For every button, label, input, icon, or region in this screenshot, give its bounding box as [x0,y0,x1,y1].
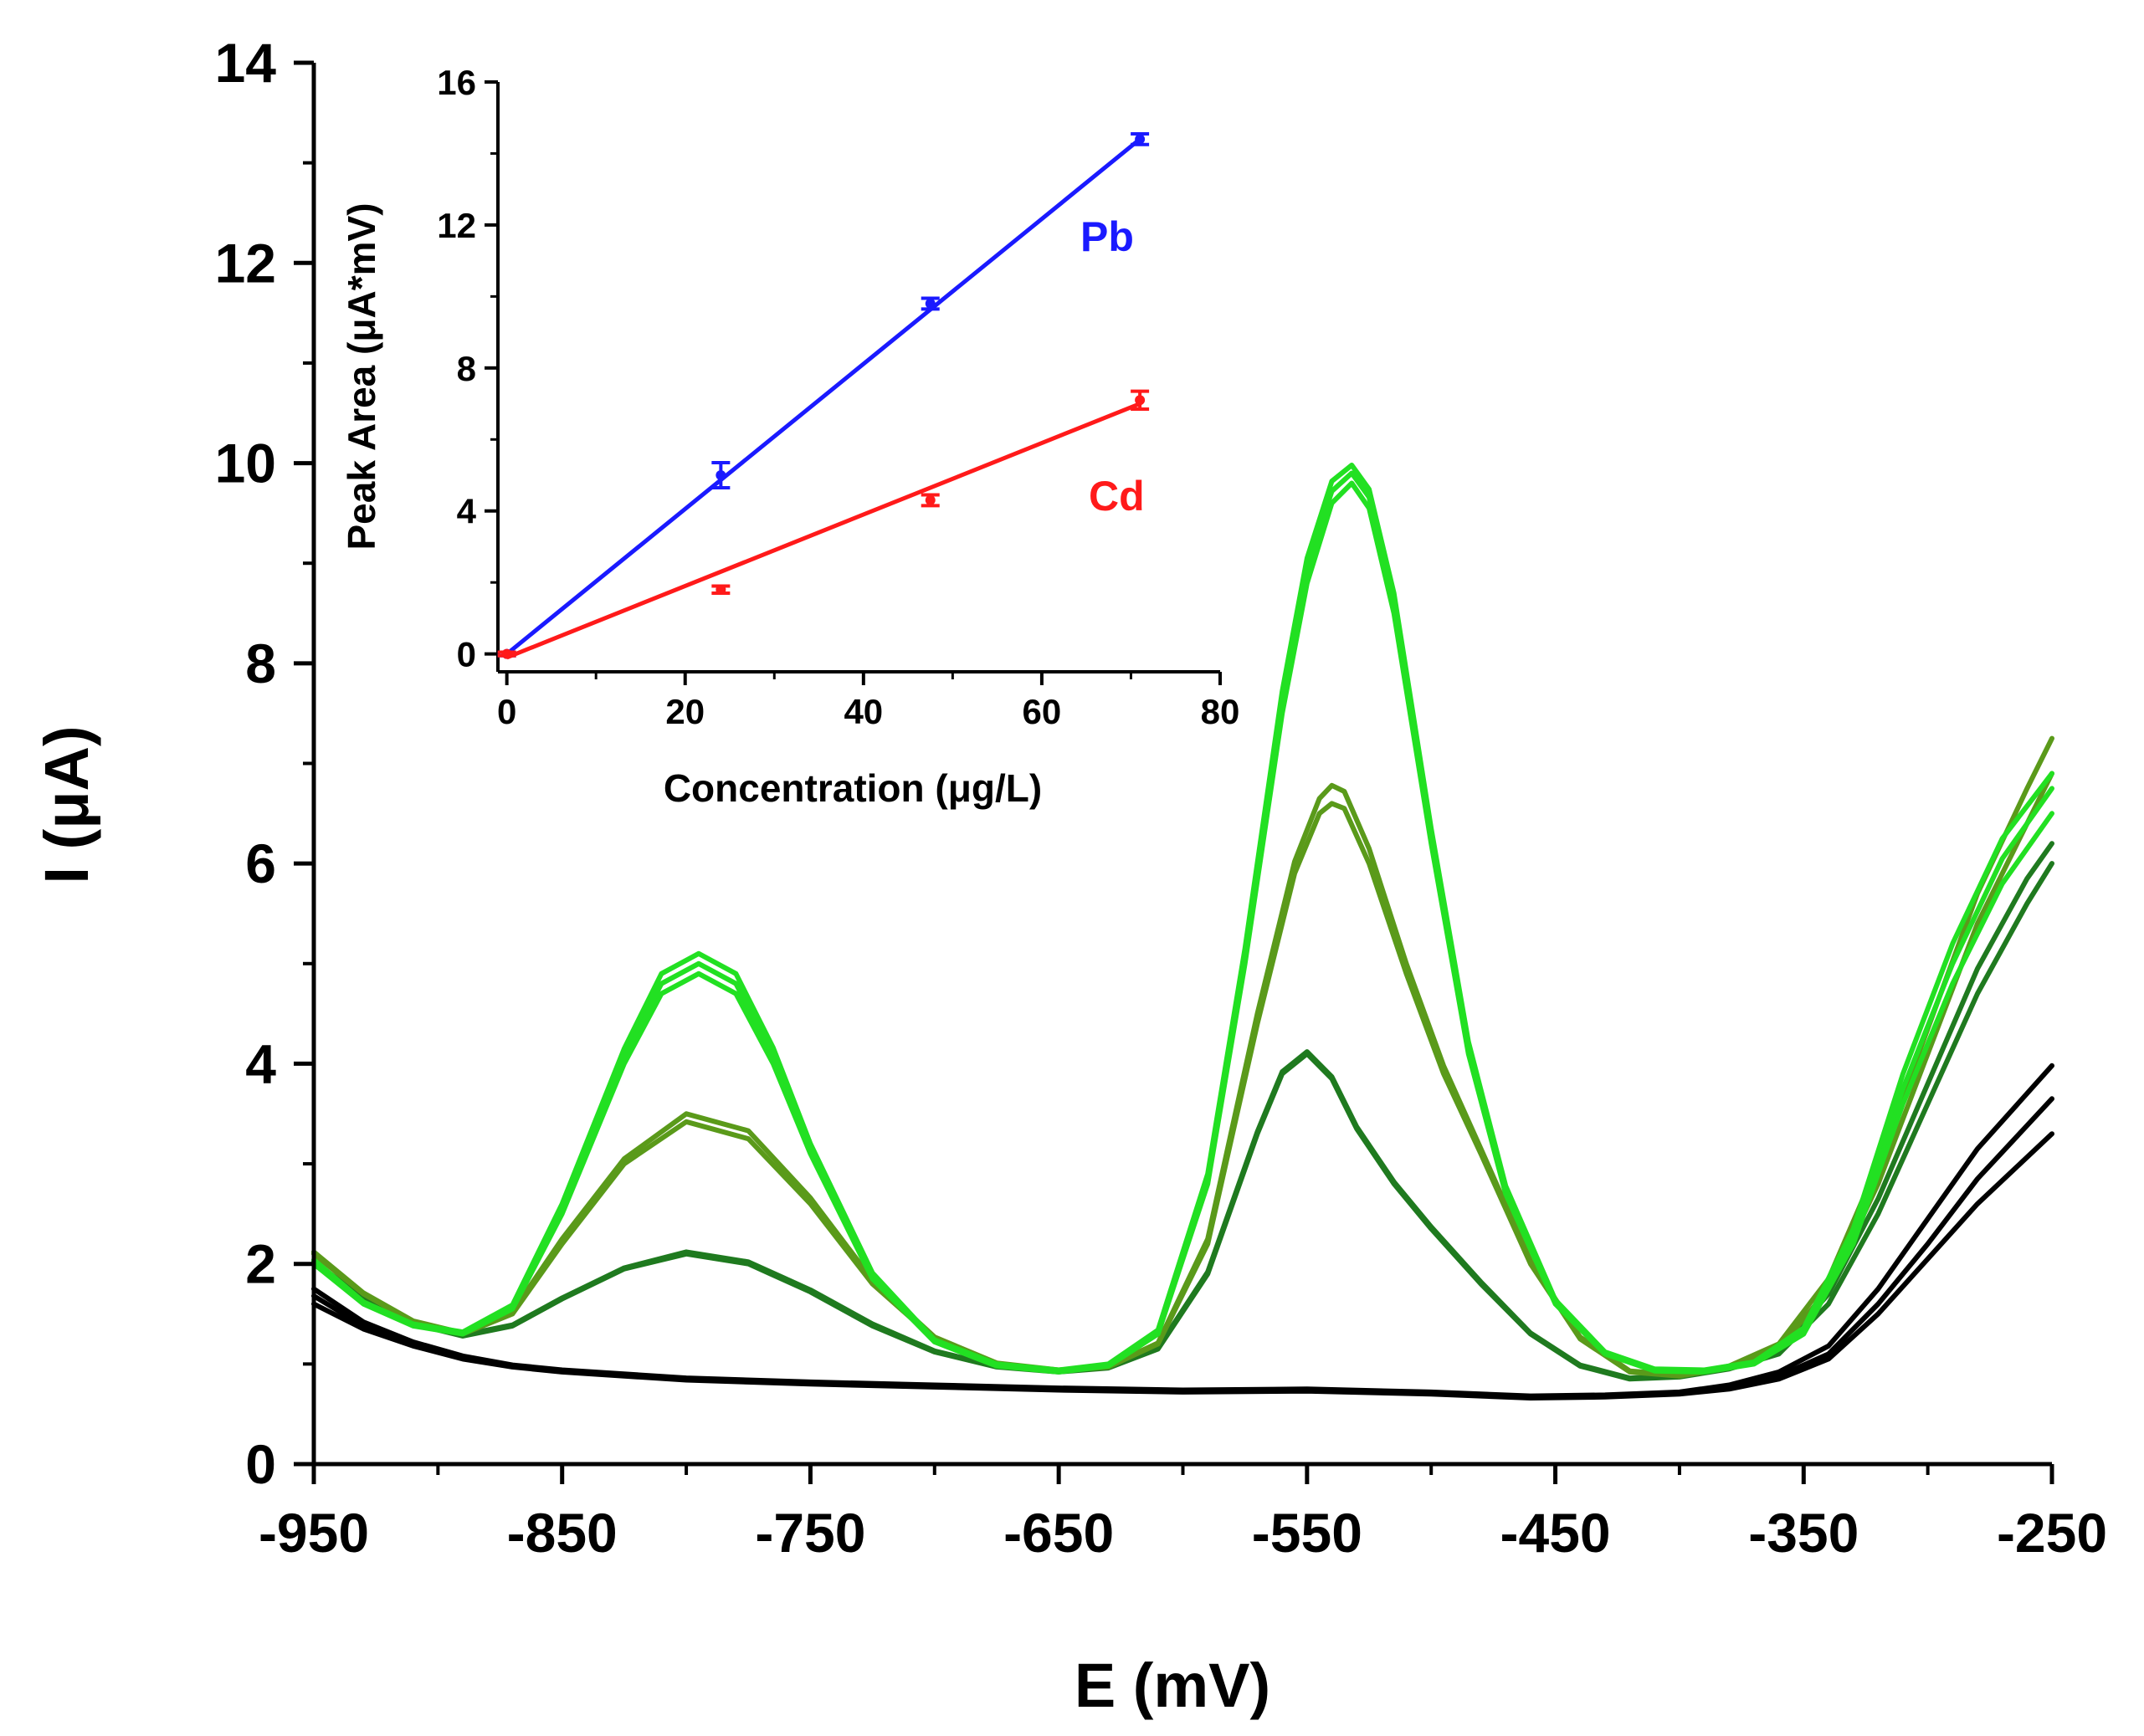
x-tick-label: -550 [1252,1502,1362,1564]
inset-calibration-plot: 0 20 40 60 80 0 4 8 12 16 Concentration (μg/L) Pe… [340,63,1239,810]
x-tick-label: -750 [755,1502,865,1564]
inset-y-tick-label: 4 [457,492,477,531]
x-tick-label: -350 [1748,1502,1859,1564]
pb-data-point [1135,134,1146,145]
cd-data-point [925,494,936,505]
inset-x-tick-label: 60 [1023,692,1062,731]
inset-marks [497,131,1150,660]
x-axis-title: E (mV) [1075,1651,1270,1720]
x-tick-label: -250 [1997,1502,2107,1564]
main-curves [311,463,2054,1401]
y-tick-label: 0 [245,1433,276,1495]
curve-level-3c [311,463,2054,1373]
x-tick-label: -450 [1500,1502,1611,1564]
y-tick-label: 10 [215,433,276,494]
cd-data-point [1135,395,1146,406]
curve-blank-3 [311,1063,2054,1399]
inset-x-tick-label: 0 [497,692,516,731]
inset-x-axis-title: Concentration (μg/L) [664,766,1042,810]
cd-data-point [716,584,726,595]
inset-x-tick-label: 80 [1201,692,1240,731]
y-tick-label: 8 [245,632,276,694]
cd-data-point [501,648,512,659]
y-tick-label: 12 [215,232,276,294]
inset-y-tick-label: 0 [457,635,476,674]
inset-y-axis-title: Peak Area (μA*mV) [340,202,383,550]
y-tick-label: 6 [245,832,276,894]
curve-level-2b [311,735,2054,1378]
inset-x-tick-label: 40 [844,692,883,731]
x-tick-label: -850 [507,1502,618,1564]
cd-series-label: Cd [1089,473,1145,520]
x-tick-label: -950 [259,1502,369,1564]
pb-fit-line [505,137,1141,656]
x-tick-label: -650 [1003,1502,1114,1564]
inset-y-tick-label: 16 [437,63,476,102]
main-plot: -950 -850 -750 -650 -550 -450 -350 -250 0 2 4 6 8 10 1… [32,32,2107,1720]
cd-fit-line [505,402,1141,660]
y-axis-title: I (μA) [32,725,101,883]
inset-x-tick-label: 20 [665,692,705,731]
y-tick-label: 2 [245,1233,276,1295]
y-tick-label: 4 [245,1032,276,1094]
pb-series-label: Pb [1080,213,1134,260]
y-tick-label: 14 [215,32,277,94]
inset-axes: 0 20 40 60 80 0 4 8 12 16 [437,63,1239,731]
inset-background [494,82,1223,673]
inset-y-tick-label: 12 [437,206,476,245]
pb-data-point [925,298,936,309]
curve-level-1a [311,861,2054,1382]
pb-data-point [716,470,726,480]
main-axes: -950 -850 -750 -650 -550 -450 -350 -250 0 2 4 6 8 10 1… [215,32,2107,1564]
inset-y-tick-label: 8 [457,349,476,388]
